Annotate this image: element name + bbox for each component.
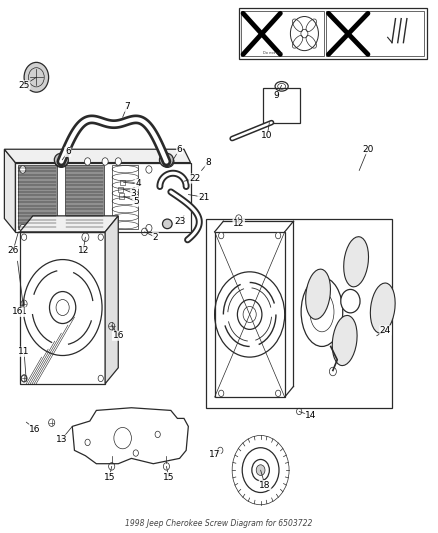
- Ellipse shape: [55, 156, 68, 167]
- Polygon shape: [4, 149, 191, 163]
- Circle shape: [146, 166, 152, 173]
- Text: 3: 3: [131, 189, 137, 198]
- Text: 11: 11: [18, 348, 30, 356]
- Text: Do not use: Do not use: [263, 51, 283, 55]
- Circle shape: [146, 224, 152, 232]
- Bar: [239, 8, 427, 59]
- Text: 16: 16: [12, 308, 23, 316]
- Text: 25: 25: [18, 81, 30, 90]
- Circle shape: [24, 62, 49, 92]
- Ellipse shape: [159, 154, 173, 167]
- Text: 24: 24: [380, 326, 391, 335]
- Text: 26: 26: [7, 246, 19, 255]
- Text: 9: 9: [273, 92, 279, 100]
- Circle shape: [276, 390, 281, 397]
- Text: 21: 21: [198, 193, 209, 201]
- Text: 15: 15: [163, 473, 174, 481]
- Circle shape: [276, 232, 281, 239]
- Text: 10: 10: [261, 132, 273, 140]
- Circle shape: [341, 289, 360, 313]
- Ellipse shape: [162, 219, 172, 229]
- Circle shape: [219, 390, 224, 397]
- Text: 1: 1: [21, 308, 27, 316]
- Bar: [65, 165, 104, 229]
- Text: 22: 22: [189, 174, 201, 183]
- Text: 12: 12: [233, 220, 244, 228]
- Text: 8: 8: [205, 158, 211, 167]
- Circle shape: [21, 375, 27, 382]
- Circle shape: [85, 158, 91, 165]
- Bar: [18, 165, 57, 229]
- Text: 14: 14: [305, 411, 317, 420]
- Circle shape: [102, 158, 108, 165]
- Circle shape: [98, 375, 103, 382]
- Text: 7: 7: [124, 102, 130, 111]
- Ellipse shape: [371, 283, 395, 333]
- Ellipse shape: [332, 316, 357, 366]
- Text: 16: 16: [113, 332, 124, 340]
- Text: 2: 2: [153, 233, 158, 241]
- Circle shape: [219, 232, 224, 239]
- Text: 20: 20: [362, 145, 374, 154]
- Circle shape: [98, 234, 103, 240]
- Text: 17: 17: [209, 450, 220, 458]
- Ellipse shape: [306, 269, 330, 319]
- Bar: [15, 163, 191, 232]
- Ellipse shape: [54, 154, 68, 167]
- Text: 15: 15: [104, 473, 115, 481]
- Bar: [119, 193, 124, 199]
- Bar: [112, 165, 138, 229]
- Bar: [241, 11, 324, 56]
- Bar: [118, 187, 123, 192]
- Polygon shape: [4, 149, 15, 232]
- Text: 1998 Jeep Cherokee Screw Diagram for 6503722: 1998 Jeep Cherokee Screw Diagram for 650…: [125, 519, 313, 528]
- Text: 23: 23: [174, 217, 185, 225]
- Text: 6: 6: [177, 145, 183, 154]
- Circle shape: [20, 224, 26, 232]
- Bar: [120, 180, 125, 185]
- Circle shape: [115, 158, 121, 165]
- Polygon shape: [20, 216, 118, 232]
- Text: 12: 12: [78, 246, 89, 255]
- Circle shape: [20, 166, 26, 173]
- Bar: [263, 88, 300, 123]
- Ellipse shape: [344, 237, 368, 287]
- Bar: [326, 11, 424, 56]
- Text: 13: 13: [56, 435, 67, 444]
- Text: 4: 4: [135, 180, 141, 188]
- Circle shape: [21, 234, 27, 240]
- Text: 16: 16: [29, 425, 41, 433]
- Polygon shape: [105, 216, 118, 384]
- Text: 5: 5: [133, 197, 139, 206]
- Ellipse shape: [161, 156, 174, 167]
- Text: 6: 6: [65, 148, 71, 156]
- Text: 18: 18: [259, 481, 271, 489]
- Circle shape: [237, 300, 262, 329]
- Circle shape: [256, 465, 265, 475]
